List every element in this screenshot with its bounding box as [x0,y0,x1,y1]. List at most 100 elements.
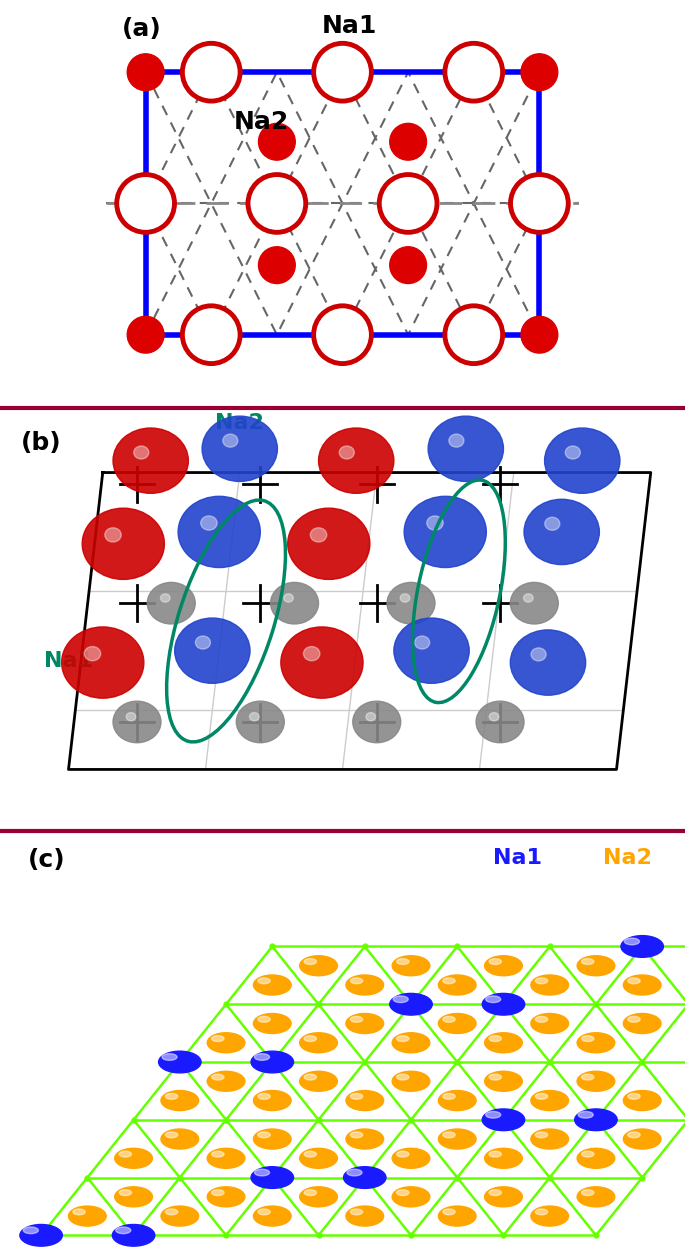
Ellipse shape [443,978,456,984]
Ellipse shape [486,995,501,1003]
Ellipse shape [397,1074,409,1080]
Ellipse shape [254,1054,270,1060]
Circle shape [175,618,250,684]
Text: Na2: Na2 [215,413,264,433]
Ellipse shape [531,1090,569,1111]
Text: Na1: Na1 [44,651,93,671]
Ellipse shape [300,955,337,975]
Ellipse shape [166,1093,177,1099]
Ellipse shape [536,1132,548,1138]
Ellipse shape [253,1014,291,1033]
Circle shape [258,124,295,160]
Ellipse shape [486,1112,501,1118]
Ellipse shape [347,1169,362,1176]
Ellipse shape [300,1033,337,1053]
Circle shape [510,582,558,623]
Text: (b): (b) [21,431,61,454]
Text: (a): (a) [122,18,162,41]
Circle shape [404,496,486,567]
Circle shape [127,54,164,90]
Ellipse shape [68,1206,106,1226]
Ellipse shape [253,1206,291,1226]
Ellipse shape [304,1151,316,1157]
Ellipse shape [397,959,409,964]
Circle shape [310,528,327,542]
Ellipse shape [112,1224,155,1246]
Circle shape [400,593,410,602]
Circle shape [84,646,101,661]
Circle shape [178,496,260,567]
Circle shape [489,712,499,721]
Ellipse shape [161,1206,199,1226]
Ellipse shape [536,1093,548,1099]
Circle shape [288,508,370,580]
Ellipse shape [351,978,363,984]
Ellipse shape [161,1090,199,1111]
Ellipse shape [623,975,661,995]
Ellipse shape [392,1148,430,1168]
Ellipse shape [627,1017,640,1022]
Ellipse shape [212,1074,224,1080]
Ellipse shape [489,1074,501,1080]
Ellipse shape [484,1072,522,1092]
Ellipse shape [351,1209,363,1214]
Circle shape [545,428,620,493]
Circle shape [390,124,427,160]
Ellipse shape [20,1224,62,1246]
Ellipse shape [438,975,476,995]
Ellipse shape [119,1189,132,1196]
Circle shape [271,582,319,623]
Ellipse shape [577,955,615,975]
Circle shape [445,305,503,363]
Circle shape [387,582,435,623]
Ellipse shape [253,1129,291,1149]
Text: (c): (c) [27,848,65,871]
Ellipse shape [582,959,594,964]
Ellipse shape [392,955,430,975]
Ellipse shape [212,1035,224,1042]
Ellipse shape [627,1093,640,1099]
Ellipse shape [482,1109,525,1131]
Ellipse shape [258,1093,271,1099]
Ellipse shape [578,1112,593,1118]
Ellipse shape [531,1206,569,1226]
Circle shape [182,44,240,101]
Ellipse shape [161,1129,199,1149]
Ellipse shape [346,1206,384,1226]
Ellipse shape [351,1093,363,1099]
Ellipse shape [207,1187,245,1207]
Circle shape [314,305,371,363]
Ellipse shape [536,978,548,984]
Ellipse shape [251,1052,294,1073]
Ellipse shape [484,1033,522,1053]
Ellipse shape [116,1227,131,1233]
Ellipse shape [346,975,384,995]
Circle shape [116,174,175,233]
Ellipse shape [397,1151,409,1157]
Circle shape [428,416,503,482]
Ellipse shape [438,1014,476,1033]
Ellipse shape [443,1209,456,1214]
Ellipse shape [623,1090,661,1111]
Ellipse shape [304,959,316,964]
Circle shape [223,434,238,447]
Ellipse shape [119,1151,132,1157]
Ellipse shape [577,1072,615,1092]
Circle shape [113,701,161,742]
Circle shape [249,712,259,721]
Ellipse shape [627,978,640,984]
Circle shape [339,446,354,459]
Circle shape [126,712,136,721]
Ellipse shape [623,1129,661,1149]
Circle shape [201,516,217,530]
Ellipse shape [212,1189,224,1196]
Circle shape [510,630,586,695]
Ellipse shape [582,1035,594,1042]
Circle shape [545,517,560,531]
Ellipse shape [392,1072,430,1092]
Circle shape [195,636,210,649]
Circle shape [182,305,240,363]
Ellipse shape [351,1017,363,1022]
Circle shape [521,54,558,90]
Text: Na2: Na2 [603,848,651,868]
